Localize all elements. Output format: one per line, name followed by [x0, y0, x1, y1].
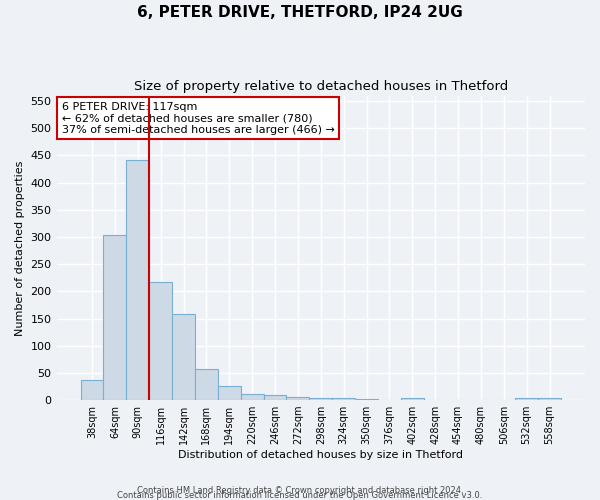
- Text: Contains public sector information licensed under the Open Government Licence v3: Contains public sector information licen…: [118, 491, 482, 500]
- Bar: [80, 380, 103, 400]
- Bar: [103, 236, 127, 400]
- X-axis label: Distribution of detached houses by size in Thetford: Distribution of detached houses by size …: [178, 450, 463, 460]
- Bar: [355, 399, 378, 400]
- Text: Contains HM Land Registry data © Crown copyright and database right 2024.: Contains HM Land Registry data © Crown c…: [137, 486, 463, 495]
- Text: 6, PETER DRIVE, THETFORD, IP24 2UG: 6, PETER DRIVE, THETFORD, IP24 2UG: [137, 5, 463, 20]
- Text: 6 PETER DRIVE: 117sqm
← 62% of detached houses are smaller (780)
37% of semi-det: 6 PETER DRIVE: 117sqm ← 62% of detached …: [62, 102, 335, 135]
- Title: Size of property relative to detached houses in Thetford: Size of property relative to detached ho…: [134, 80, 508, 93]
- Bar: [127, 160, 149, 400]
- Bar: [286, 398, 310, 400]
- Bar: [263, 395, 286, 400]
- Bar: [218, 386, 241, 400]
- Bar: [538, 398, 561, 400]
- Bar: [401, 398, 424, 400]
- Bar: [332, 398, 355, 400]
- Y-axis label: Number of detached properties: Number of detached properties: [15, 160, 25, 336]
- Bar: [149, 282, 172, 400]
- Bar: [515, 398, 538, 400]
- Bar: [195, 368, 218, 400]
- Bar: [310, 398, 332, 400]
- Bar: [172, 314, 195, 400]
- Bar: [241, 394, 263, 400]
